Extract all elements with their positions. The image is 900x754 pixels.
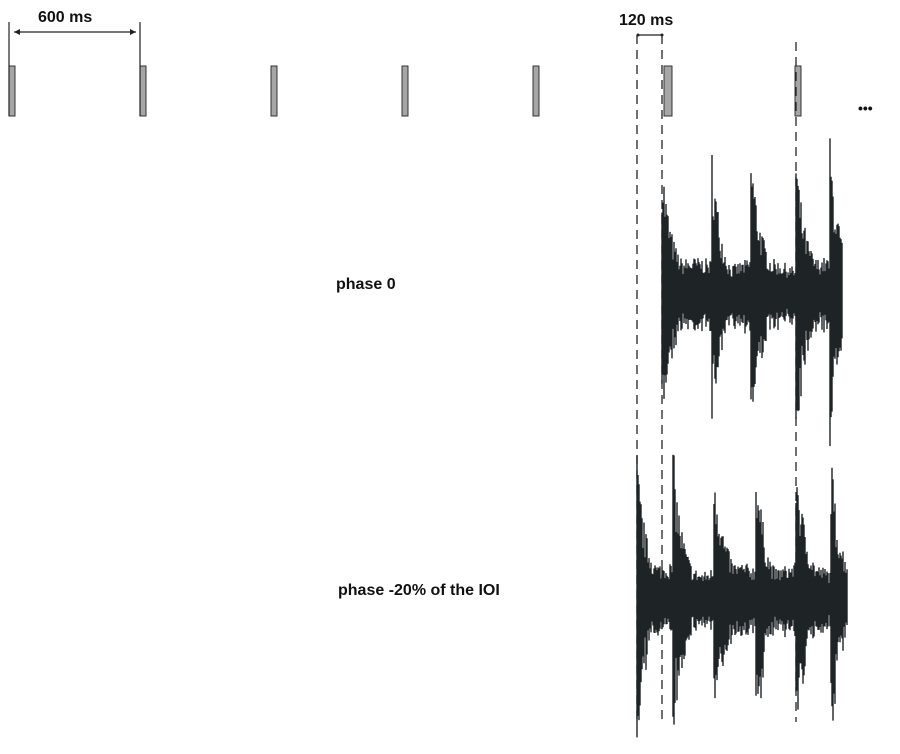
phase-negative-label: phase -20% of the IOI <box>338 582 500 599</box>
ioi-annotation <box>8 22 141 116</box>
click-bar <box>270 65 278 117</box>
shift-label: 120 ms <box>619 12 674 29</box>
shift-annotation <box>636 33 664 37</box>
click-bar <box>139 65 147 117</box>
metronome-clicks <box>8 65 802 117</box>
phase-0-label: phase 0 <box>336 276 396 293</box>
click-bar <box>532 65 540 117</box>
waveform-path <box>636 454 848 738</box>
click-bar <box>401 65 409 117</box>
ellipsis: ••• <box>858 100 873 116</box>
waveform-phase-0 <box>661 138 843 447</box>
waveform-phase-neg20 <box>636 454 848 738</box>
click-bar <box>8 65 16 117</box>
waveform-path <box>661 138 843 447</box>
ioi-label: 600 ms <box>38 9 93 26</box>
click-bar <box>794 65 802 117</box>
click-bar <box>663 65 673 117</box>
